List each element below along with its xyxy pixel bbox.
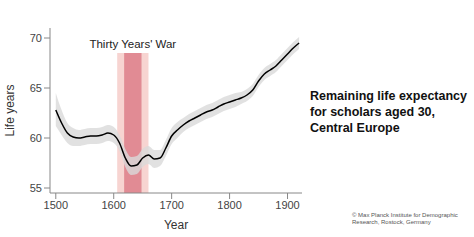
svg-text:1600: 1600 [101,199,125,211]
svg-text:1500: 1500 [44,199,68,211]
svg-text:60: 60 [30,132,42,144]
svg-text:1900: 1900 [275,199,299,211]
svg-text:1700: 1700 [159,199,183,211]
svg-text:70: 70 [30,32,42,44]
html-text:for scholars aged 30,: for scholars aged 30, [310,105,436,119]
html-text:Research, Rostock, Germany: Research, Rostock, Germany [352,219,431,225]
svg-text:Year: Year [164,218,188,232]
html-text:© Max Planck Institute for Dem: © Max Planck Institute for Demographic [352,212,458,218]
html-text:Remaining life expectancy: Remaining life expectancy [310,89,467,103]
svg-text:55: 55 [30,182,42,194]
svg-text:65: 65 [30,82,42,94]
html-text:Central Europe: Central Europe [310,121,400,135]
svg-text:1800: 1800 [217,199,241,211]
svg-text:Thirty Years' War: Thirty Years' War [89,38,176,50]
svg-text:Life years: Life years [8,84,17,136]
